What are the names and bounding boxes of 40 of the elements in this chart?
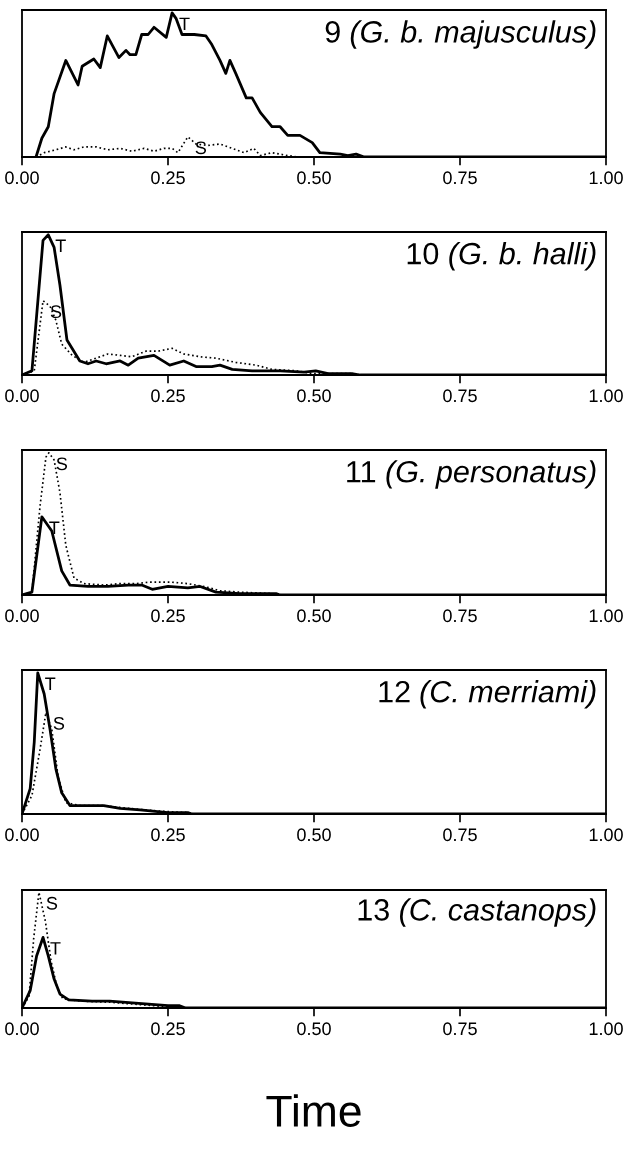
x-tick-label: 0.00 bbox=[5, 609, 39, 623]
x-tick-label: 0.50 bbox=[297, 389, 331, 403]
series-label: T bbox=[50, 942, 61, 955]
series-label: S bbox=[56, 457, 68, 471]
x-tick-label: 0.00 bbox=[5, 389, 39, 403]
x-tick-label: 0.25 bbox=[151, 389, 185, 403]
x-tick-label: 0.25 bbox=[151, 609, 185, 623]
x-tick-label: 0.75 bbox=[443, 389, 477, 403]
series-label: S bbox=[50, 305, 62, 319]
x-tick-label: 0.00 bbox=[5, 828, 39, 842]
x-tick-label: 0.00 bbox=[5, 1022, 39, 1036]
series-label: S bbox=[53, 716, 65, 730]
x-tick-label: 1.00 bbox=[589, 828, 623, 842]
chart-title: 9 (G. b. majusculus) bbox=[325, 20, 596, 49]
x-tick-label: 0.00 bbox=[5, 171, 39, 185]
chart-title: 13 (C. castanops) bbox=[358, 898, 596, 927]
x-tick-label: 0.50 bbox=[297, 609, 331, 623]
series-label: T bbox=[179, 17, 190, 31]
chart-title: 11 (G. personatus) bbox=[347, 460, 596, 489]
x-tick-label: 0.50 bbox=[297, 171, 331, 185]
x-tick-label: 0.75 bbox=[443, 609, 477, 623]
x-tick-label: 0.75 bbox=[443, 1022, 477, 1036]
x-tick-label: 0.75 bbox=[443, 171, 477, 185]
x-tick-label: 0.50 bbox=[297, 828, 331, 842]
x-tick-label: 0.50 bbox=[297, 1022, 331, 1036]
x-tick-label: 1.00 bbox=[589, 389, 623, 403]
chart-title: 10 (G. b. halli) bbox=[407, 242, 596, 271]
x-tick-label: 1.00 bbox=[589, 609, 623, 623]
x-tick-label: 0.25 bbox=[151, 828, 185, 842]
series-label: S bbox=[195, 141, 207, 155]
series-label: T bbox=[55, 239, 66, 252]
series-label: S bbox=[46, 896, 58, 910]
series-label: T bbox=[45, 677, 56, 690]
x-tick-label: 1.00 bbox=[589, 1022, 623, 1036]
x-tick-label: 0.25 bbox=[151, 1022, 185, 1036]
chart-title: 12 (C. merriami) bbox=[379, 680, 596, 709]
x-tick-label: 1.00 bbox=[589, 171, 623, 185]
x-axis-title: Time bbox=[266, 1094, 361, 1127]
x-tick-label: 0.25 bbox=[151, 171, 185, 185]
x-tick-label: 0.75 bbox=[443, 828, 477, 842]
